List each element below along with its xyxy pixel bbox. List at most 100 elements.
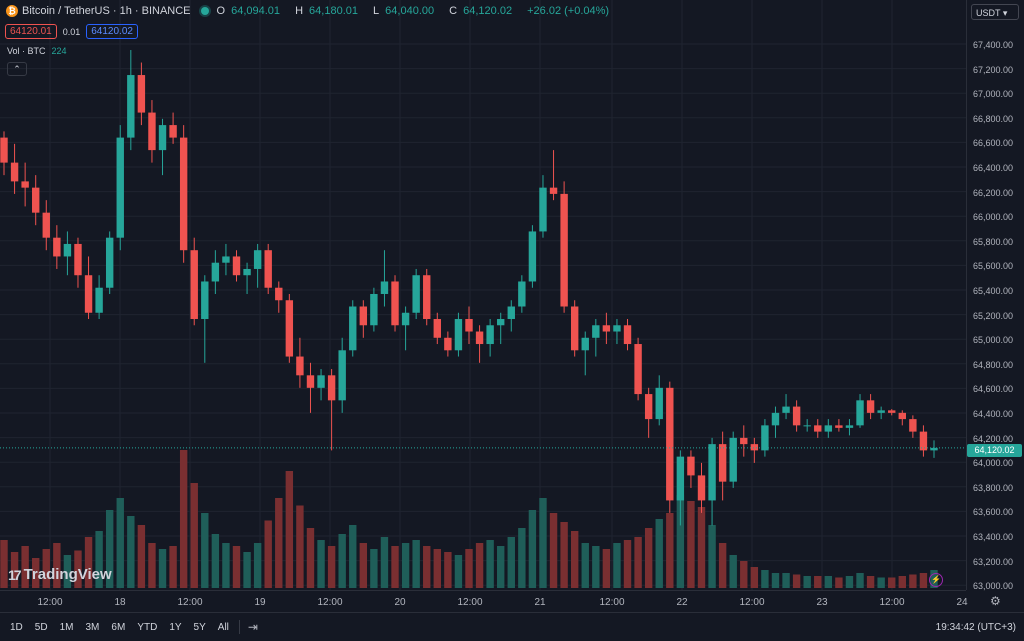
timeframe-3m[interactable]: 3M (85, 621, 100, 633)
candle-body (10, 162, 19, 182)
candle-body (423, 275, 431, 320)
close-key: C (449, 5, 458, 17)
price-tick-label: 64,600.00 (973, 384, 1014, 395)
candle-body (803, 425, 811, 427)
price-tick-label: 66,000.00 (973, 212, 1014, 223)
candle-body (560, 193, 568, 307)
flash-icon[interactable]: ⚡ (929, 573, 943, 587)
volume-bar (750, 567, 759, 588)
price-tick-label: 66,400.00 (973, 163, 1014, 173)
volume-value: 224 (51, 46, 67, 56)
quote-panel: 64120.01 0.01 64120.02 (5, 24, 138, 39)
candle-body (718, 444, 727, 482)
candle-body (359, 306, 368, 326)
candle-body (877, 410, 885, 413)
price-tick-label: 63,200.00 (973, 556, 1014, 567)
volume-bar (602, 549, 611, 588)
candle-body (338, 350, 346, 401)
collapse-legend-button[interactable]: ⌃ (7, 62, 27, 76)
candle-body (866, 400, 875, 413)
ohlc-values: O 64,094.01 H 64,180.01 L 64,040.00 C 64,120… (217, 5, 616, 17)
volume-bar (613, 543, 621, 588)
volume-bar (338, 534, 346, 588)
price-axis[interactable] (966, 0, 1024, 590)
candle-body (349, 306, 357, 351)
low-key: L (373, 5, 380, 17)
price-tick-label: 65,400.00 (973, 286, 1014, 296)
candle-body (412, 275, 420, 313)
candle-body (570, 306, 579, 351)
candle-body (243, 268, 251, 276)
clock[interactable]: 19:34:42 (UTC+3) (935, 621, 1016, 633)
candle-body (285, 300, 294, 357)
settings-gear-icon[interactable]: ⚙ (990, 594, 1001, 608)
volume-bar (275, 498, 283, 588)
spread-value: 0.01 (62, 26, 81, 37)
volume-bar (666, 513, 674, 588)
timeframe-6m[interactable]: 6M (111, 621, 126, 633)
candle-body (518, 281, 526, 307)
volume-bar (866, 576, 875, 588)
currency-select[interactable]: USDT ▾ (971, 4, 1019, 20)
price-tick-label: 64,400.00 (973, 409, 1014, 419)
candle-body (454, 319, 463, 351)
volume-bar (761, 570, 769, 588)
volume-bar (581, 543, 589, 588)
chart-area[interactable] (0, 0, 966, 590)
time-tick-label: 21 (534, 597, 546, 608)
volume-bar (497, 546, 505, 588)
candle-body (497, 319, 505, 326)
volume-bar (644, 528, 653, 588)
candle-body (930, 447, 938, 451)
candle-body (740, 437, 748, 445)
time-axis[interactable]: 12:00 18 12:00 19 12:00 20 12:00 21 12:00 22 12:00… (0, 590, 968, 613)
timeframe-1d[interactable]: 1D (10, 621, 23, 633)
time-tick-label: 22 (676, 597, 688, 608)
volume-bar (687, 501, 695, 588)
volume-bar (327, 546, 336, 588)
candle-body (380, 281, 389, 294)
tradingview-text: TradingView (23, 566, 112, 583)
timeframe-1y[interactable]: 1Y (169, 621, 182, 633)
candle-body (116, 137, 124, 238)
price-tick-label: 64,000.00 (973, 458, 1014, 469)
timeframe-5y[interactable]: 5Y (193, 621, 206, 633)
timeframe-5d[interactable]: 5D (34, 621, 48, 633)
timeframe-ytd[interactable]: YTD (137, 621, 158, 633)
timeframe-all[interactable]: All (217, 621, 229, 633)
volume-bar (539, 498, 547, 588)
volume-bar (708, 525, 716, 588)
time-tick-label: 19 (254, 597, 266, 608)
volume-bar (433, 549, 441, 588)
sell-price-button[interactable]: 64120.01 (5, 24, 57, 39)
candle-body (613, 325, 621, 332)
tradingview-logo-icon: 17 (8, 566, 22, 583)
volume-bar (211, 534, 220, 588)
volume-bar (95, 531, 103, 588)
volume-bar (655, 519, 663, 588)
date-range-icon[interactable]: ⇥ (247, 620, 258, 634)
volume-bar (84, 537, 93, 588)
price-tick-label: 67,200.00 (973, 64, 1014, 75)
volume-bar (179, 450, 188, 588)
candlestick-chart[interactable] (0, 0, 966, 590)
candle-body (95, 287, 103, 313)
volume-bar (21, 546, 29, 588)
volume-bar (63, 555, 72, 588)
time-tick-label: 24 (956, 597, 968, 608)
candle-body (306, 375, 315, 388)
timeframe-1m[interactable]: 1M (59, 621, 74, 633)
volume-bar (845, 576, 854, 588)
volume-legend[interactable]: Vol · BTC 224 (7, 46, 67, 56)
symbol-title[interactable]: Bitcoin / TetherUS · 1h · BINANCE (22, 5, 191, 17)
candle-body (190, 250, 198, 320)
buy-price-button[interactable]: 64120.02 (86, 24, 138, 39)
price-tick-label: 64,800.00 (973, 359, 1014, 370)
volume-bar (444, 552, 452, 588)
market-open-icon (200, 7, 209, 15)
volume-bar (317, 540, 325, 588)
volume-bar (877, 577, 885, 588)
price-tick-label: 63,000.00 (973, 581, 1014, 592)
volume-bar (169, 546, 177, 588)
volume-bar (401, 543, 410, 588)
